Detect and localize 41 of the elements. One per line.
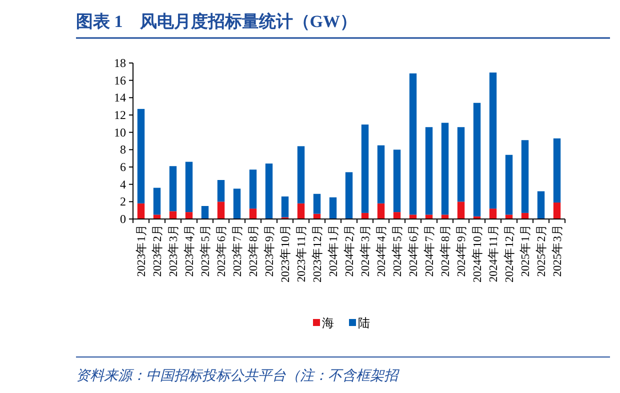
y-tick-label: 10 <box>114 125 126 140</box>
y-tick-label: 18 <box>114 56 126 70</box>
y-tick-label: 14 <box>114 90 126 105</box>
x-tick-label: 2025年3月 <box>551 224 564 277</box>
y-tick-label: 6 <box>120 160 126 174</box>
x-tick-label: 2024年4月 <box>375 224 388 277</box>
text: 资料来源：中国招标投标公共平台（注：不含框架招 <box>76 368 400 384</box>
x-tick-label: 2024年1月 <box>327 224 340 277</box>
x-tick-label: 2024年11月 <box>487 224 500 282</box>
x-tick-label: 2024年12月 <box>503 224 516 282</box>
x-tick-label: 2024年5月 <box>391 224 404 277</box>
x-tick-label: 2024年9月 <box>455 224 468 277</box>
x-tick-label: 2023年8月 <box>247 224 260 277</box>
x-tick-label: 2023年11月 <box>295 224 308 282</box>
x-tick-label: 2023年4月 <box>183 224 196 277</box>
x-tick-label: 2025年1月 <box>519 224 532 277</box>
x-tick-label: 2024年7月 <box>423 224 436 277</box>
y-tick-label: 8 <box>120 142 126 157</box>
y-tick-label: 16 <box>114 73 126 88</box>
x-tick-label: 2023年1月 <box>135 224 148 277</box>
y-tick-label: 2 <box>120 194 126 209</box>
x-tick-label: 2024年8月 <box>439 224 452 277</box>
legend-label: 陆 <box>358 316 370 330</box>
legend-label: 海 <box>322 316 334 330</box>
x-tick-label: 2023年9月 <box>263 224 276 277</box>
x-tick-label: 2023年3月 <box>167 224 180 277</box>
x-tick-label: 2023年6月 <box>215 224 228 277</box>
y-tick-label: 0 <box>120 212 126 226</box>
x-tick-label: 2023年2月 <box>151 224 164 277</box>
x-tick-label: 2024年6月 <box>407 224 420 277</box>
x-tick-label: 2023年7月 <box>231 224 244 277</box>
x-tick-label: 2025年2月 <box>535 224 548 277</box>
x-tick-label: 2024年10月 <box>471 224 484 282</box>
x-tick-label: 2023年12月 <box>311 224 324 282</box>
x-tick-label: 2024年2月 <box>343 224 356 277</box>
x-tick-label: 2023年5月 <box>199 224 212 277</box>
y-tick-label: 4 <box>120 177 126 192</box>
x-tick-label: 2023年10月 <box>279 224 292 282</box>
x-tick-label: 2024年3月 <box>359 224 372 277</box>
y-tick-label: 12 <box>114 108 126 122</box>
chart-title: 图表 1 风电月度招标量统计（GW） <box>76 12 357 31</box>
